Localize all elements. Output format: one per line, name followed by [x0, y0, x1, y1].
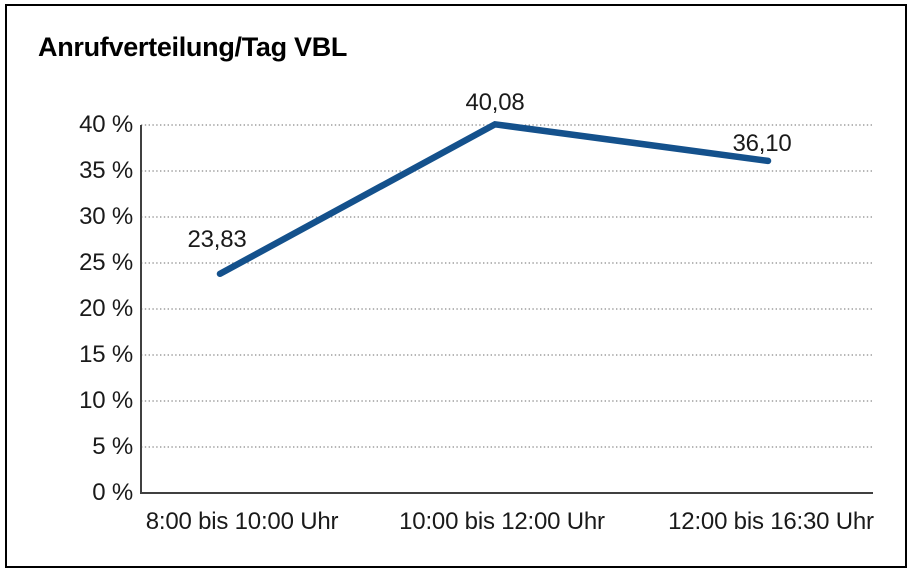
x-category-label: 12:00 bis 16:30 Uhr [668, 508, 874, 535]
y-tick-label: 25 % [79, 249, 133, 276]
data-point-label: 23,83 [187, 226, 247, 253]
data-point-label: 36,10 [732, 130, 792, 157]
chart-title: Anrufverteilung/Tag VBL [38, 32, 348, 62]
y-tick-label: 0 % [92, 479, 133, 506]
y-tick-label: 40 % [79, 111, 133, 138]
x-category-label: 8:00 bis 10:00 Uhr [145, 508, 339, 535]
y-tick-label: 10 % [79, 387, 133, 414]
chart-frame [5, 4, 907, 568]
y-tick-label: 15 % [79, 341, 133, 368]
x-category-label: 10:00 bis 12:00 Uhr [399, 508, 605, 535]
data-point-label: 40,08 [465, 89, 525, 116]
series-line [216, 120, 772, 278]
y-tick-label: 35 % [79, 157, 133, 184]
y-tick-label: 30 % [79, 203, 133, 230]
y-tick-label: 20 % [79, 295, 133, 322]
y-tick-label: 5 % [92, 433, 133, 460]
